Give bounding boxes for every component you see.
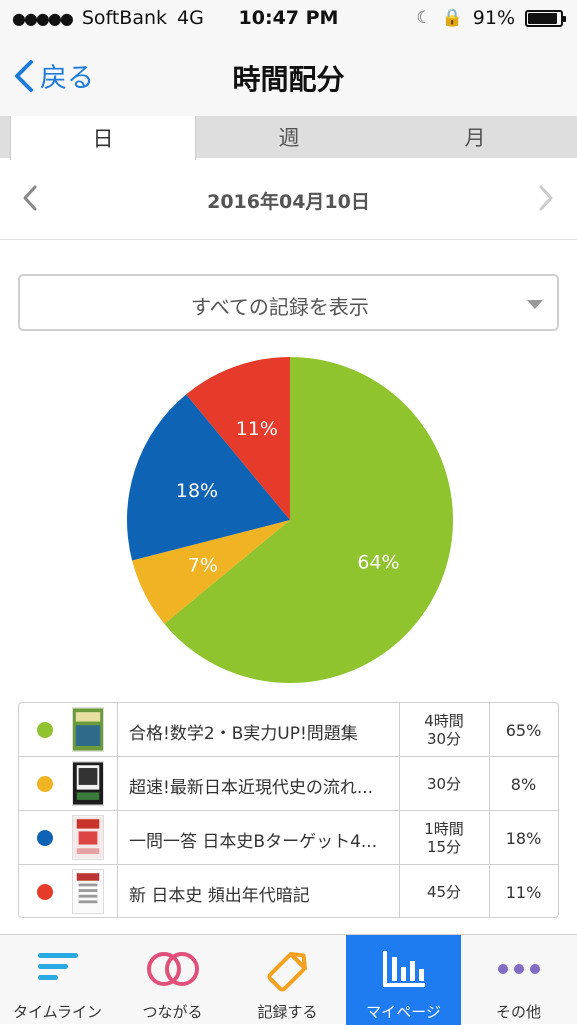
tab-connect-label: つながる: [142, 1003, 203, 1021]
next-date-button[interactable]: [538, 184, 554, 212]
tab-connect[interactable]: つながる: [115, 935, 230, 1025]
tab-record[interactable]: 記録する: [230, 935, 345, 1025]
tab-day[interactable]: 日: [10, 116, 196, 160]
moon-icon: ☾: [416, 8, 432, 28]
status-time: 10:47 PM: [238, 7, 339, 29]
legend-row[interactable]: 合格!数学2・B実力UP!問題集 4時間 30分 65%: [19, 703, 558, 757]
tab-month-label: 月: [464, 126, 486, 150]
pie-slice: [127, 394, 290, 561]
date-navigator: 2016年04月10日: [0, 160, 577, 240]
legend-duration: 30分: [426, 775, 462, 793]
bottom-tab-bar: タイムライン つながる 記録する: [0, 934, 577, 1025]
back-label: 戻る: [40, 63, 94, 94]
signal-dots-icon: ●●●●●: [12, 8, 74, 28]
bar-chart-icon: [382, 951, 425, 987]
page-title: 時間配分: [232, 63, 345, 96]
chevron-left-icon: [15, 59, 33, 92]
book-cover-thumbnail: [72, 761, 104, 806]
legend-color-dot: [37, 722, 53, 738]
legend-row[interactable]: 超速!最新日本近現代史の流れ... 30分 8%: [19, 757, 558, 811]
period-tabs: 日 週 月: [0, 116, 577, 160]
timeline-icon: [37, 953, 78, 980]
current-date: 2016年04月10日: [207, 191, 370, 213]
time-allocation-pie-chart: 64% 7% 18% 11%: [127, 357, 453, 683]
legend-duration: 4時間 30分: [424, 712, 464, 748]
legend-percent: 18%: [505, 828, 542, 848]
legend-duration: 45分: [426, 883, 462, 901]
network-type: 4G: [177, 7, 204, 29]
tab-more[interactable]: その他: [461, 935, 576, 1025]
record-filter-dropdown[interactable]: すべての記録を表示: [18, 274, 559, 331]
legend-row[interactable]: 新 日本史 頻出年代暗記 45分 11%: [19, 865, 558, 917]
legend-book-title: 一問一答 日本史Bターゲット4...: [129, 832, 378, 852]
pie-slice: [164, 357, 453, 683]
tab-timeline[interactable]: タイムライン: [0, 935, 115, 1025]
pie-slice-label: 64%: [357, 552, 399, 574]
more-dots-icon: [497, 964, 540, 974]
tab-record-label: 記録する: [257, 1003, 318, 1021]
legend-book-title: 新 日本史 頻出年代暗記: [129, 886, 310, 906]
pie-slice: [132, 520, 290, 624]
carrier-name: SoftBank: [81, 7, 168, 29]
record-pencil-icon: [266, 952, 307, 992]
tab-timeline-label: タイムライン: [13, 1003, 102, 1021]
legend-color-dot: [37, 776, 53, 792]
legend-color-dot: [37, 830, 53, 846]
legend-book-title: 合格!数学2・B実力UP!問題集: [129, 724, 358, 744]
legend-color-dot: [37, 884, 53, 900]
legend-percent: 65%: [505, 720, 542, 740]
previous-date-button[interactable]: [22, 184, 38, 212]
pie-slice: [186, 357, 290, 520]
tab-day-label: 日: [92, 127, 114, 151]
tab-week[interactable]: 週: [196, 116, 382, 158]
status-bar: ●●●●● SoftBank 4G 10:47 PM ☾ 🔒 91%: [0, 0, 577, 38]
legend-duration: 1時間 15分: [424, 820, 464, 856]
tab-mypage-label: マイページ: [366, 1003, 441, 1021]
legend-row[interactable]: 一問一答 日本史Bターゲット4... 1時間 15分 18%: [19, 811, 558, 865]
legend-table: 合格!数学2・B実力UP!問題集 4時間 30分 65% 超速!最新日本近現代史…: [18, 702, 559, 918]
tab-more-label: その他: [495, 1003, 541, 1021]
book-cover-thumbnail: [72, 869, 104, 914]
pie-slice-label: 7%: [188, 554, 218, 576]
pie-slice-label: 18%: [176, 480, 218, 502]
pie-slice-label: 11%: [236, 418, 278, 440]
dropdown-arrow-icon: [527, 300, 543, 309]
book-cover-thumbnail: [72, 707, 104, 752]
navigation-bar: 戻る 時間配分: [0, 38, 577, 116]
legend-percent: 11%: [505, 882, 542, 902]
back-button[interactable]: 戻る: [14, 56, 94, 95]
legend-book-title: 超速!最新日本近現代史の流れ...: [129, 778, 374, 798]
tab-week-label: 週: [278, 126, 300, 150]
battery-percent: 91%: [472, 7, 515, 29]
book-cover-thumbnail: [72, 815, 104, 860]
legend-percent: 8%: [510, 774, 537, 794]
connect-rings-icon: [146, 952, 199, 986]
battery-icon: [525, 9, 566, 27]
record-filter-value: すべての記録を表示: [191, 295, 369, 319]
rotation-lock-icon: 🔒: [441, 8, 463, 28]
tab-mypage[interactable]: マイページ: [346, 935, 461, 1025]
tab-month[interactable]: 月: [382, 116, 568, 158]
